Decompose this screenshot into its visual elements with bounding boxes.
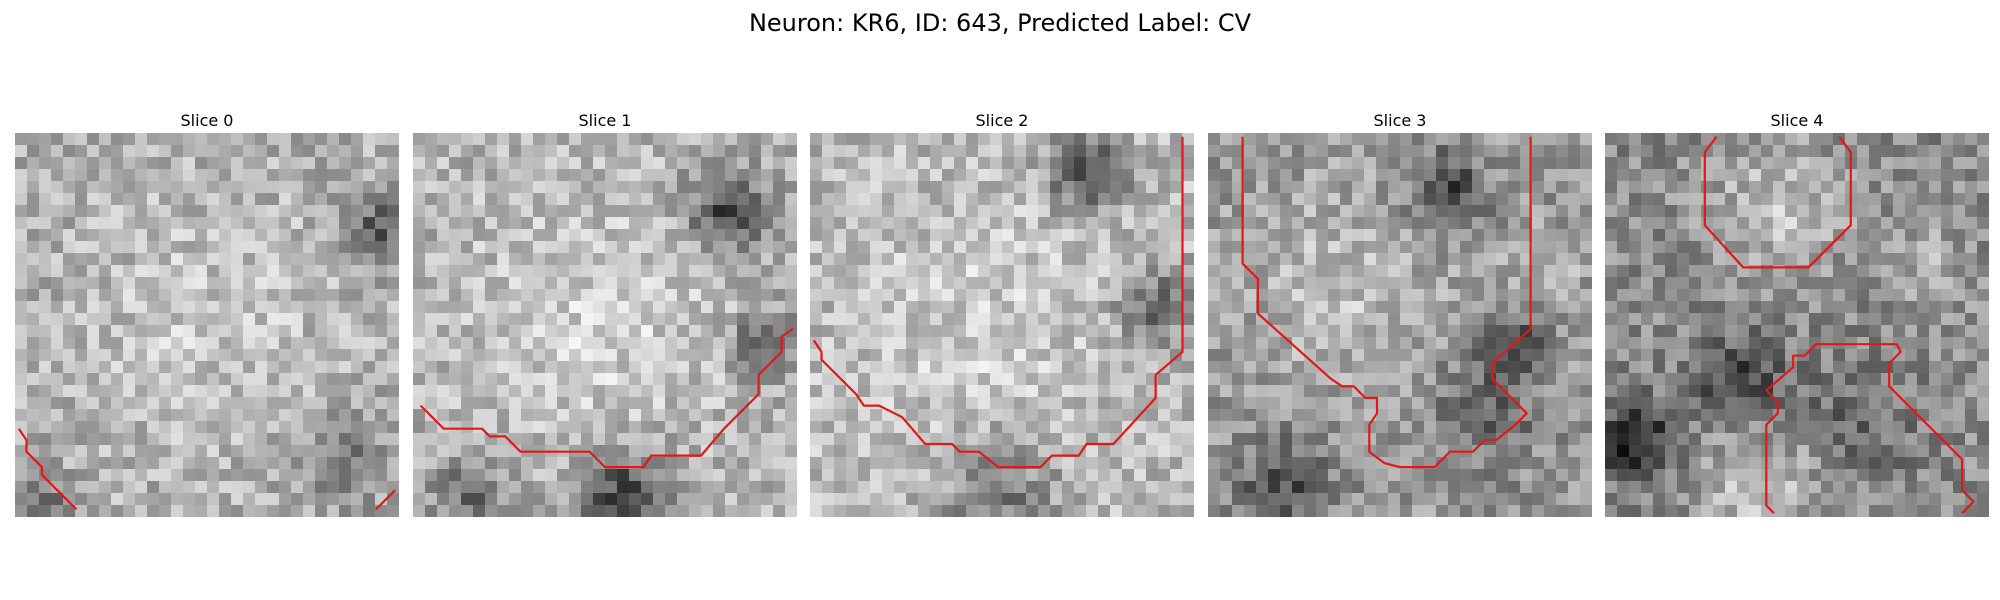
slice-svg-0	[15, 133, 399, 517]
slice-panel-4: Slice 4	[1605, 111, 1989, 517]
slice-panel-1: Slice 1	[413, 111, 797, 517]
slice-title-0: Slice 0	[15, 111, 399, 133]
slice-image-4	[1605, 133, 1989, 517]
slice-image-2	[810, 133, 1194, 517]
pixel-grid	[1208, 133, 1592, 517]
pixel-grid	[810, 133, 1194, 517]
slice-title-2: Slice 2	[810, 111, 1194, 133]
slice-svg-2	[810, 133, 1194, 517]
slice-image-3	[1208, 133, 1592, 517]
pixel-grid	[15, 133, 399, 517]
pixel-grid	[1605, 133, 1989, 517]
slice-image-1	[413, 133, 797, 517]
slice-title-1: Slice 1	[413, 111, 797, 133]
slice-title-3: Slice 3	[1208, 111, 1592, 133]
slice-panel-2: Slice 2	[810, 111, 1194, 517]
figure-title: Neuron: KR6, ID: 643, Predicted Label: C…	[0, 8, 2000, 38]
slice-svg-3	[1208, 133, 1592, 517]
slice-image-0	[15, 133, 399, 517]
slice-panel-0: Slice 0	[15, 111, 399, 517]
slice-svg-4	[1605, 133, 1989, 517]
slice-panel-3: Slice 3	[1208, 111, 1592, 517]
pixel-grid	[413, 133, 797, 517]
slice-title-4: Slice 4	[1605, 111, 1989, 133]
slice-svg-1	[413, 133, 797, 517]
